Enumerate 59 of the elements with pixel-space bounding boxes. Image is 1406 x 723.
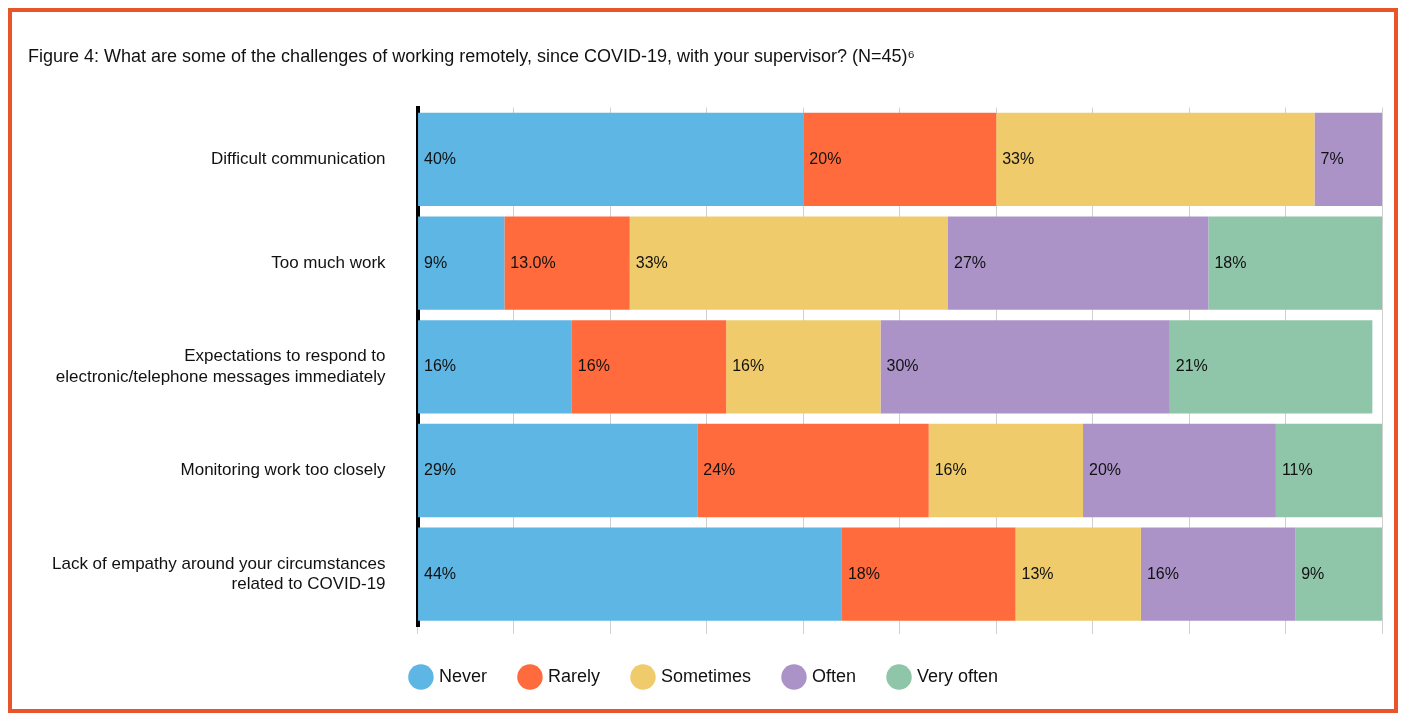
bar [841,527,1016,621]
bar [1314,112,1382,207]
bar [1275,423,1382,518]
data-label: 40% [424,149,457,167]
data-label: 33% [1002,149,1035,167]
bar [1015,527,1141,621]
y-tick-label: Lack of empathy around your circumstances related to COVID-19 [51,553,386,594]
bar [928,423,1084,518]
bar [1169,320,1373,414]
data-label: 20% [1089,460,1122,478]
bar [726,320,881,414]
bar [418,112,804,207]
bar [418,216,505,310]
data-label: 18% [1214,253,1247,271]
data-label: 21% [1175,357,1208,375]
data-label: 30% [886,357,919,375]
bar [880,320,1170,414]
bar [418,423,698,518]
data-label: 16% [577,357,610,375]
data-label: 27% [954,253,987,271]
bar [1208,216,1382,310]
bar [697,423,929,518]
legend-label: Often [811,665,857,686]
bar [571,320,727,414]
bar [1083,423,1276,518]
bar [504,216,630,310]
y-tick-label: Monitoring work too closely [180,460,387,480]
y-tick-label: Expectations to respond to electronic/telephone messages immediately [55,346,387,386]
legend-label: Sometimes [660,665,751,686]
bar [948,216,1209,310]
data-label: 16% [934,460,967,478]
y-tick-label: Difficult communication [211,149,386,169]
data-label: 13% [1021,564,1054,582]
data-label: 9% [424,253,448,271]
bar [418,320,572,414]
bar [996,112,1315,207]
data-label: 24% [703,460,736,478]
bar [629,216,948,310]
data-label: 13.0% [510,253,556,271]
data-label: 16% [424,357,457,375]
data-label: 7% [1320,149,1344,167]
bar [1140,527,1296,621]
y-tick-label: Too much work [271,252,387,272]
bar [803,112,997,207]
legend-label: Very often [917,665,999,686]
data-label: 44% [424,564,457,582]
data-label: 11% [1281,460,1313,478]
data-label: 16% [1146,564,1179,582]
legend-label: Never [438,665,487,686]
data-label: 33% [635,253,668,271]
data-label: 20% [809,149,842,167]
data-label: 9% [1301,564,1325,582]
data-label: 18% [847,564,880,582]
data-label: 16% [732,357,765,375]
legend-label: Rarely [547,665,600,686]
bar [418,527,842,621]
data-label: 29% [424,460,457,478]
chart-title: Figure 4: What are some of the challenges of working remotely, since COVID-19, with your supervisor? (N=45)⁶ [28,45,915,66]
bar [1295,527,1382,621]
